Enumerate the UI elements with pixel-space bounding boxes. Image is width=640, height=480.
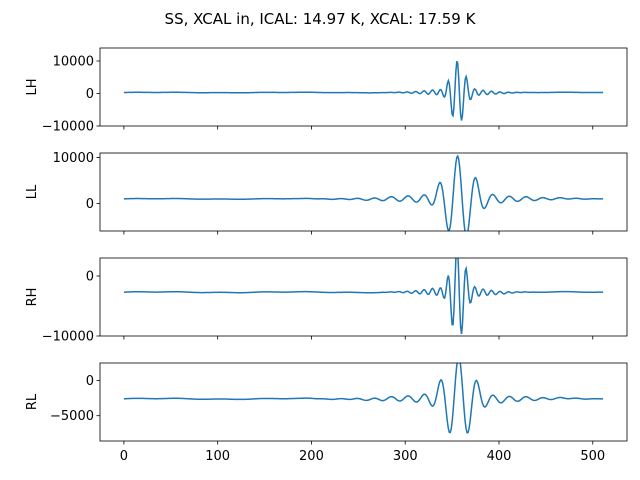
subplot-rh: −10000 0 RH — [25, 257, 628, 345]
y-axis-label-lh: LH — [25, 78, 40, 95]
x-tick-label: 300 — [393, 449, 418, 464]
axes-frame — [99, 362, 628, 442]
y-axis-label-rl: RL — [25, 393, 40, 410]
y-tick-label: 0 — [86, 197, 94, 212]
x-tick-label: 0 — [120, 449, 128, 464]
series-line-rl — [123, 363, 604, 434]
y-tick-label: −10000 — [42, 330, 94, 345]
subplot-panels: −10000 0 10000 LH 0 10000 LL −10000 0 RH −5000 0 0 10… — [25, 47, 628, 464]
axes-frame — [99, 47, 628, 127]
chart-title: SS, XCAL in, ICAL: 14.97 K, XCAL: 17.59 … — [165, 10, 477, 28]
x-tick-label: 100 — [205, 449, 230, 464]
axes-frame — [99, 152, 628, 232]
series-line-rh — [123, 258, 604, 334]
y-axis-label-ll: LL — [25, 184, 40, 199]
x-tick-label: 500 — [580, 449, 605, 464]
y-tick-label: 0 — [86, 270, 94, 285]
x-tick-label: 200 — [299, 449, 324, 464]
x-tick-label: 400 — [487, 449, 512, 464]
y-tick-label: 0 — [86, 87, 94, 102]
y-tick-label: 0 — [86, 374, 94, 389]
y-axis-label-rh: RH — [25, 288, 40, 307]
subplot-lh: −10000 0 10000 LH — [25, 47, 628, 135]
series-line-ll — [123, 154, 604, 231]
subplot-ll: 0 10000 LL — [25, 151, 628, 235]
y-tick-label: −5000 — [50, 409, 94, 424]
subplot-rl: −5000 0 0 100 200 300 400 500 RL — [25, 362, 628, 464]
y-tick-label: 10000 — [53, 55, 94, 70]
y-tick-label: 10000 — [53, 151, 94, 166]
y-tick-label: −10000 — [42, 120, 94, 135]
axes-frame — [99, 257, 628, 337]
series-line-lh — [123, 60, 604, 121]
